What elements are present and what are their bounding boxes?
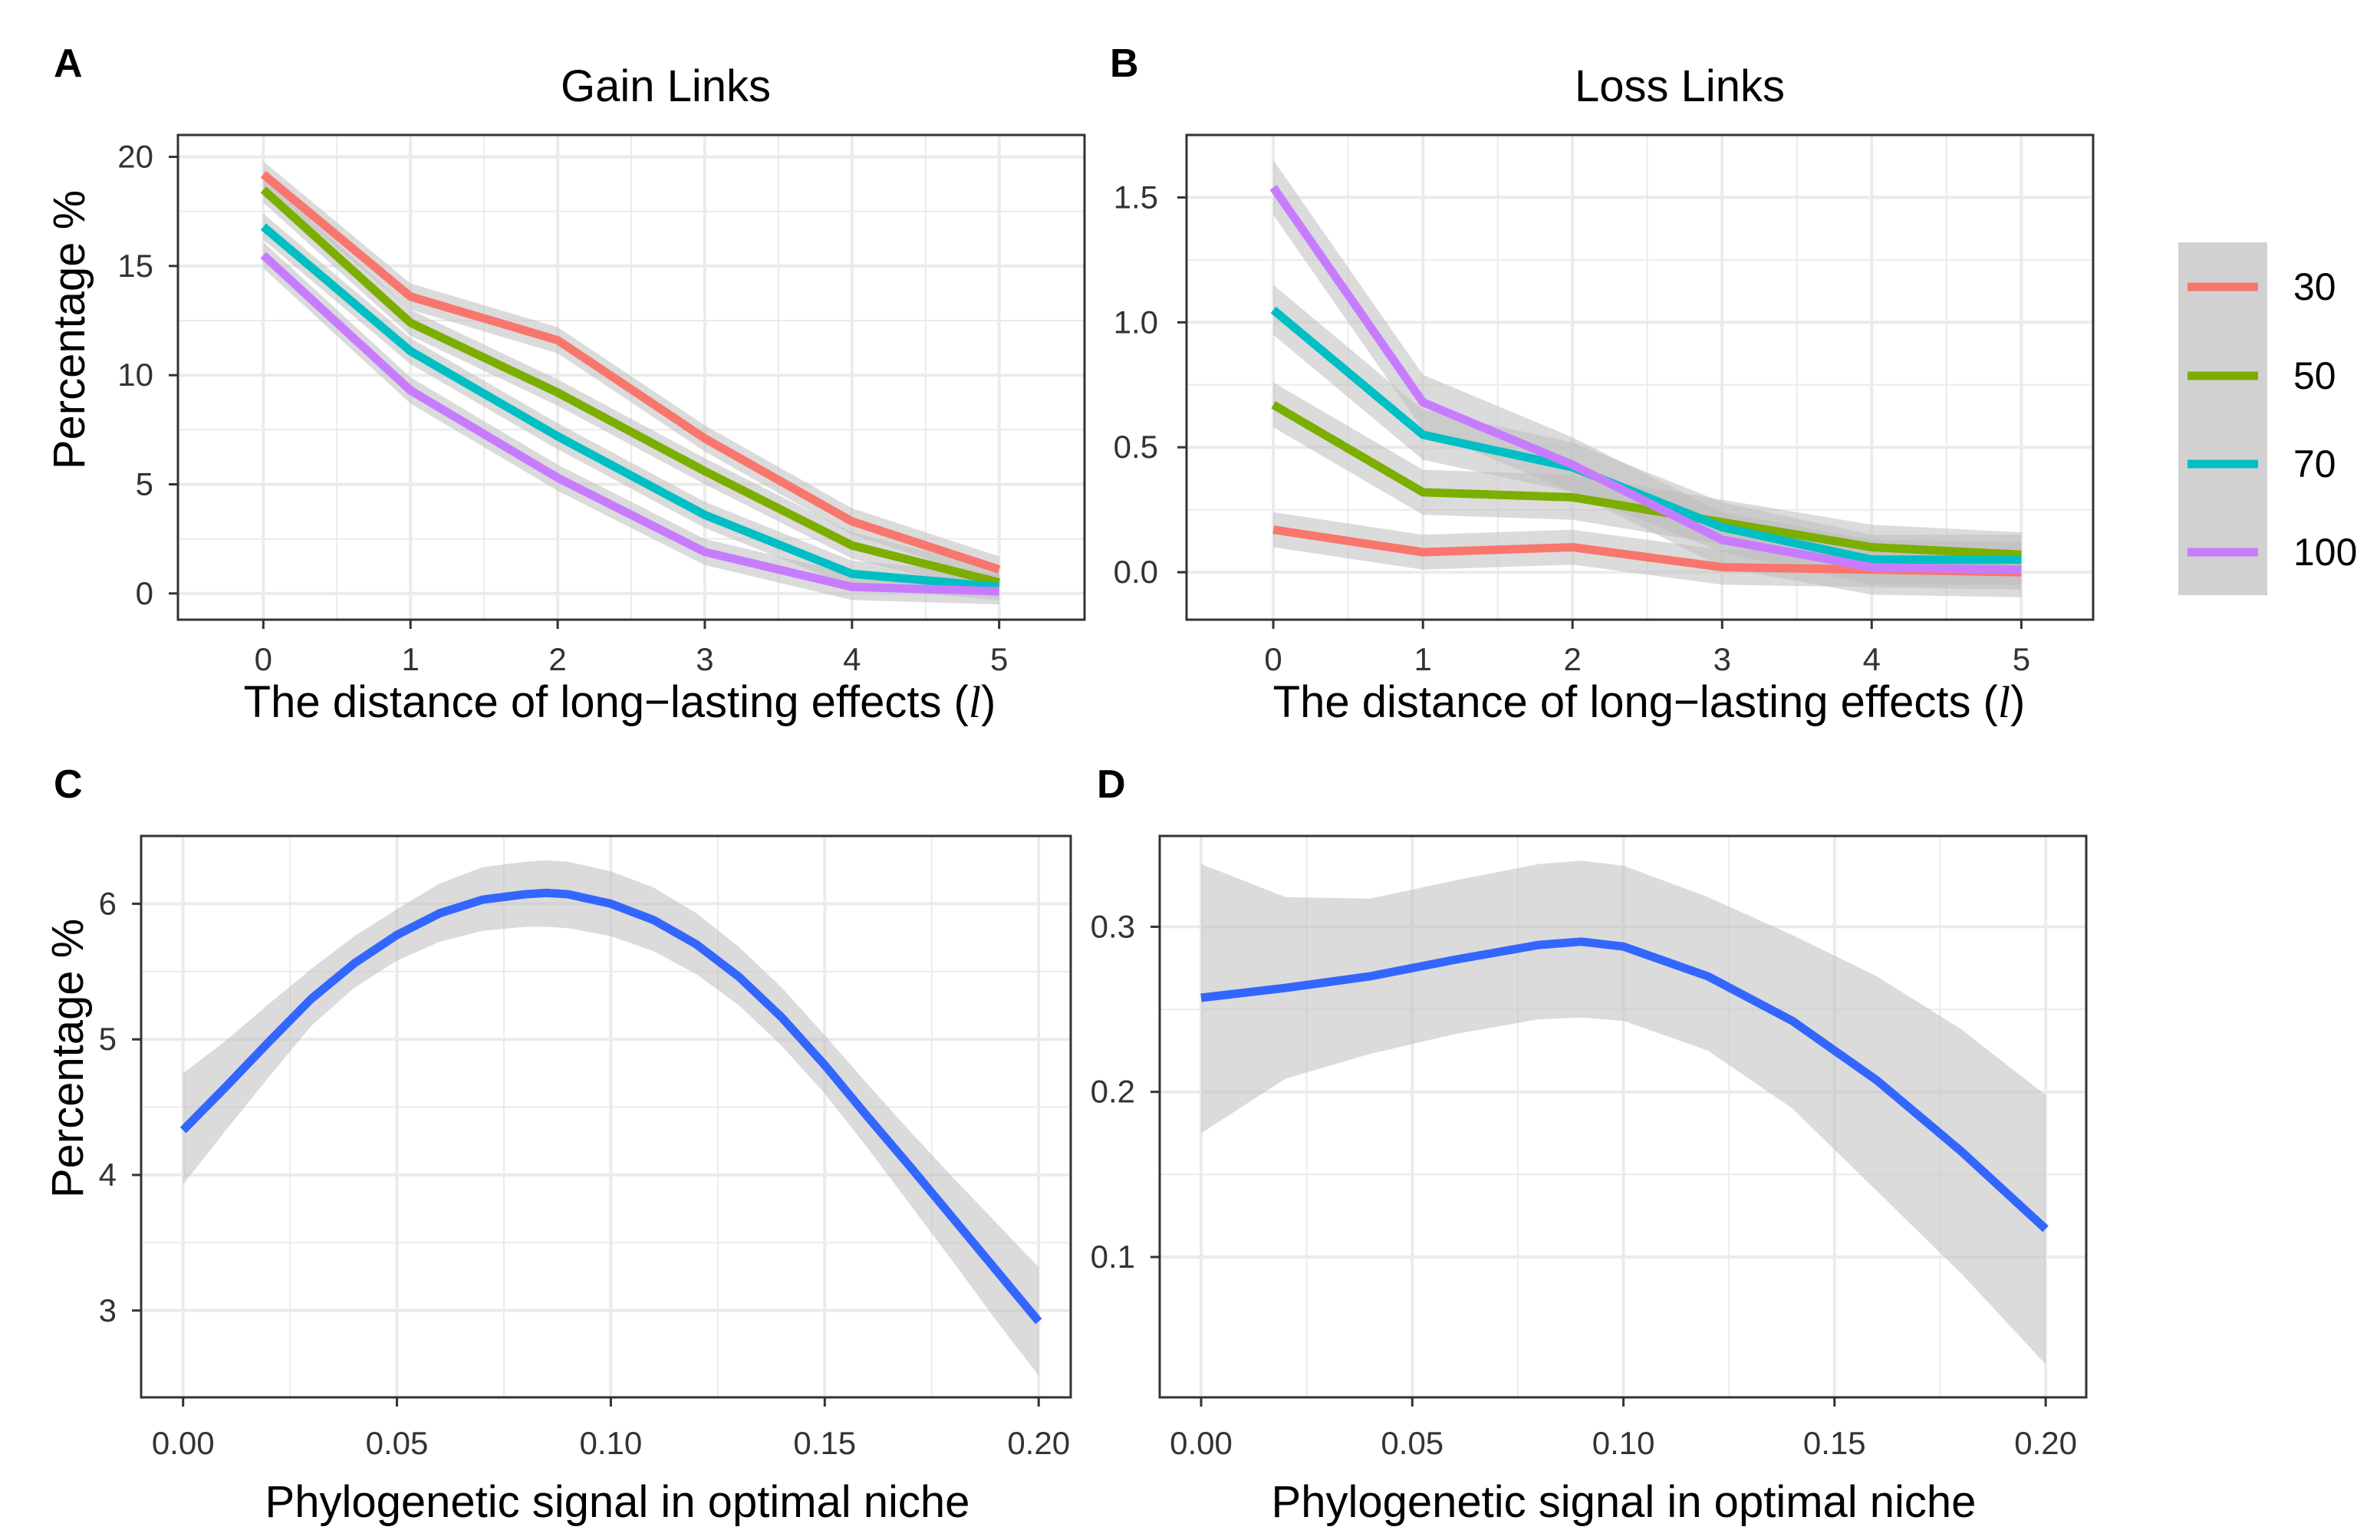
x-tick-label: 1: [402, 641, 420, 677]
y-tick-label: 0: [136, 575, 153, 611]
series-line-smooth: [1200, 937, 2049, 1232]
x-axis-label-close: ): [981, 677, 996, 727]
legend-label: 100: [2293, 531, 2357, 574]
panel-border: [140, 834, 1072, 1399]
x-tick-label: 5: [990, 641, 1008, 677]
x-axis-label-text: The distance of long−lasting effects (: [244, 677, 969, 727]
x-tick-label: 1: [1414, 641, 1432, 677]
panel-b: B Loss Links 0 1 2 3 4 5 0.0 0.5 1.0 1.5 The distanc…: [1110, 41, 2095, 727]
legend: 30 50 70 100: [2178, 242, 2357, 595]
x-tick-label: 4: [1863, 641, 1881, 677]
confidence-ribbon-smooth: [1201, 860, 2046, 1364]
x-tick-label: 0.05: [1381, 1425, 1443, 1461]
panel-title: Loss Links: [1575, 61, 1785, 111]
panel-letter: B: [1110, 41, 1139, 86]
series-line-50: [1271, 401, 2022, 559]
x-tick-label: 0.15: [1803, 1425, 1866, 1461]
series-line-smooth: [179, 888, 1042, 1324]
y-tick-label: 0.3: [1091, 908, 1135, 944]
ribbons: [1201, 860, 2046, 1364]
axis-ticks: 0.00 0.05 0.10 0.15 0.20 3 4 5 6: [99, 885, 1070, 1461]
x-tick-label: 3: [696, 641, 713, 677]
x-tick-label: 0: [255, 641, 272, 677]
x-axis-label: Phylogenetic signal in optimal niche: [1272, 1477, 1977, 1527]
y-axis-label: Percentage %: [44, 190, 94, 469]
y-tick-label: 5: [99, 1021, 117, 1057]
series-line-70: [260, 223, 1000, 591]
x-axis-label-symbol: l: [1998, 677, 2010, 727]
y-tick-label: 20: [117, 139, 153, 175]
x-tick-label: 2: [548, 641, 566, 677]
y-tick-label: 0.0: [1114, 554, 1158, 590]
series-line-70: [1270, 306, 2022, 564]
x-axis-label-text: Phylogenetic signal in optimal niche: [1272, 1477, 1977, 1527]
x-tick-label: 0.20: [2014, 1425, 2077, 1461]
x-axis-label-text: The distance of long−lasting effects (: [1273, 677, 1998, 727]
x-tick-label: 0.00: [152, 1425, 215, 1461]
panel-border: [176, 133, 1086, 621]
panel-letter: C: [54, 762, 83, 807]
series-line-100: [1269, 185, 2022, 574]
ribbons: [263, 161, 999, 605]
y-tick-label: 5: [136, 466, 153, 502]
x-tick-label: 0.10: [1592, 1425, 1655, 1461]
y-tick-label: 1.0: [1114, 304, 1158, 340]
x-tick-label: 0.20: [1007, 1425, 1070, 1461]
panel-a: A Gain Links 0 1 2 3 4 5 0 5 10 15 20 The distance of…: [44, 41, 1086, 727]
panel-letter: A: [54, 41, 83, 86]
panel-c: C 0.00 0.05 0.10 0.15 0.20 3 4 5 6 Phylogenetic si…: [43, 762, 1072, 1527]
series-line-50: [260, 186, 1001, 587]
x-axis-label-close: ): [2010, 677, 2025, 727]
confidence-ribbon-30: [263, 161, 999, 583]
y-tick-label: 1.5: [1114, 179, 1158, 215]
x-axis-label: Phylogenetic signal in optimal niche: [265, 1477, 970, 1527]
x-axis-label-symbol: l: [969, 677, 981, 727]
y-tick-label: 10: [117, 357, 153, 393]
series-lines: [1200, 937, 2049, 1232]
legend-label: 70: [2293, 443, 2336, 485]
panel-title: Gain Links: [561, 61, 771, 111]
panel-border: [1185, 133, 2095, 621]
confidence-ribbon-50: [263, 176, 999, 596]
series-line-100: [260, 252, 999, 596]
x-tick-label: 0.10: [580, 1425, 643, 1461]
y-tick-label: 0.2: [1091, 1074, 1135, 1110]
x-tick-label: 0.00: [1170, 1425, 1233, 1461]
x-tick-label: 5: [2013, 641, 2030, 677]
y-tick-label: 3: [99, 1292, 117, 1328]
x-tick-label: 0.05: [366, 1425, 429, 1461]
legend-key-background: [2178, 242, 2267, 595]
axis-ticks: 0.00 0.05 0.10 0.15 0.20 0.1 0.2 0.3: [1091, 908, 2077, 1461]
x-tick-label: 2: [1564, 641, 1582, 677]
axis-ticks: 0 1 2 3 4 5 0 5 10 15 20: [117, 139, 1008, 678]
x-axis-label-text: Phylogenetic signal in optimal niche: [265, 1477, 970, 1527]
y-tick-label: 6: [99, 885, 117, 921]
y-tick-label: 0.5: [1114, 429, 1158, 465]
series-lines: [179, 888, 1042, 1324]
series-lines: [260, 170, 1001, 596]
legend-label: 30: [2293, 265, 2336, 308]
x-axis-label: The distance of long−lasting effects (l): [244, 677, 996, 727]
x-axis-label: The distance of long−lasting effects (l): [1273, 677, 2026, 727]
y-axis-label: Percentage %: [43, 919, 93, 1198]
x-tick-label: 0: [1264, 641, 1282, 677]
panel-letter: D: [1097, 762, 1126, 807]
x-tick-label: 0.15: [793, 1425, 856, 1461]
legend-label: 50: [2293, 354, 2336, 397]
series-line-30: [260, 170, 1001, 574]
series-lines: [1269, 185, 2022, 577]
y-tick-label: 0.1: [1091, 1239, 1135, 1275]
y-tick-label: 15: [117, 248, 153, 284]
y-tick-label: 4: [99, 1157, 117, 1193]
panel-d: D 0.00 0.05 0.10 0.15 0.20 0.1 0.2 0.3 Phylogenet…: [1091, 762, 2088, 1527]
x-tick-label: 3: [1713, 641, 1731, 677]
x-tick-label: 4: [843, 641, 861, 677]
axis-ticks: 0 1 2 3 4 5 0.0 0.5 1.0 1.5: [1114, 179, 2030, 677]
